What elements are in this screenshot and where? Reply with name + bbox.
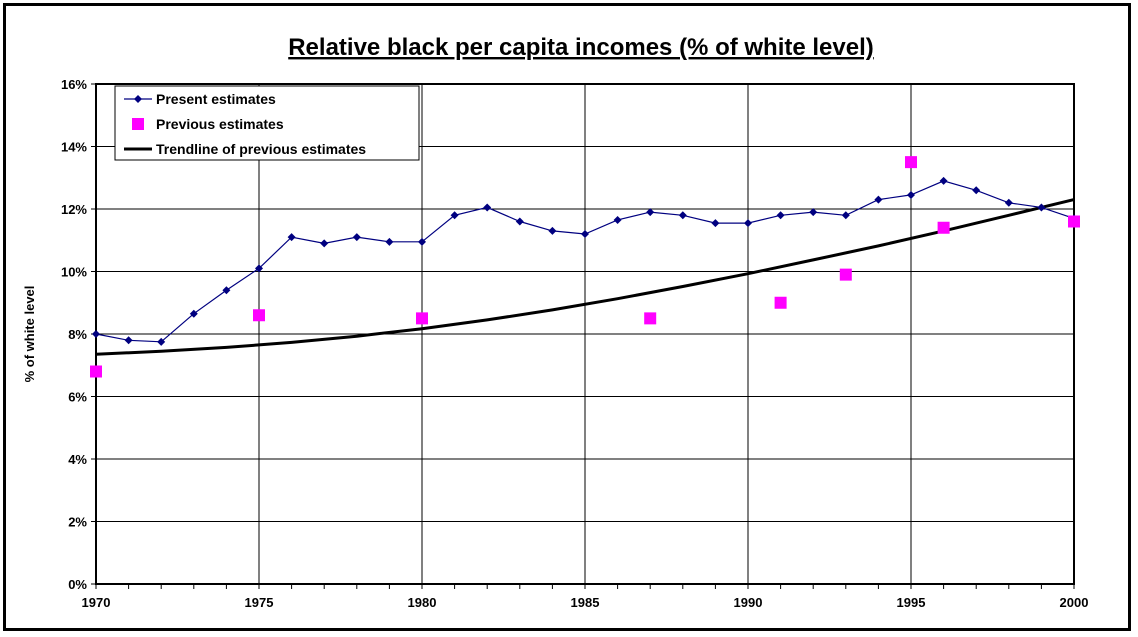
y-tick-label: 6% [68,390,87,405]
present-estimates-point [581,230,589,238]
present-estimates-point [515,217,524,226]
y-tick-label: 14% [61,140,87,155]
x-tick-label: 1995 [897,595,926,610]
present-estimates-point [483,203,492,212]
present-estimates-point [418,237,426,246]
legend-label-present: Present estimates [156,91,276,107]
x-tick-label: 1990 [734,595,763,610]
y-axis-ticks: 0% 2% 4% 6% 8% 10% 12% 14% 16% [61,77,96,592]
legend-label-trendline: Trendline of previous estimates [156,141,366,157]
present-estimates-point [157,337,166,346]
previous-estimates-point [644,312,657,325]
previous-estimates-point [937,221,950,234]
y-axis-label: % of white level [22,286,37,383]
present-estimates-point [711,219,720,228]
x-tick-label: 1970 [82,595,111,610]
present-estimates-point [450,211,459,220]
y-tick-label: 12% [61,202,87,217]
previous-estimates-point [839,268,852,281]
present-estimates-point [1037,203,1046,212]
present-estimates-point [613,215,622,224]
previous-estimates-point [90,365,102,378]
present-estimates-point [841,211,850,220]
legend: Present estimates Previous estimates Trend… [114,85,420,161]
present-estimates-point [776,211,785,220]
x-tick-label: 2000 [1060,595,1089,610]
chart-title: Relative black per capita incomes (% of … [288,34,874,61]
y-tick-label: 16% [61,77,87,92]
previous-estimates-point [905,156,917,169]
present-estimates-point [907,190,915,199]
x-tick-label: 1980 [408,595,437,610]
y-tick-label: 0% [68,577,87,592]
present-estimates-point [874,195,883,204]
legend-box [114,85,420,161]
present-estimates-point [255,264,263,273]
present-estimates-point [744,219,752,228]
present-estimates-point [124,336,133,345]
present-estimates-point [646,208,655,217]
previous-estimates-point [774,296,787,309]
previous-estimates-point [253,309,265,322]
present-estimates-point [320,239,329,248]
legend-previous-marker [132,118,144,130]
present-estimates-point [385,237,394,246]
present-estimates-point [189,309,198,318]
y-tick-label: 8% [68,327,87,342]
series-layer [90,156,1080,378]
y-tick-label: 4% [68,452,87,467]
legend-label-previous: Previous estimates [156,116,284,132]
y-tick-label: 2% [68,515,87,530]
x-tick-label: 1985 [571,595,600,610]
present-estimates-point [678,211,687,220]
previous-estimates-point [416,312,428,325]
present-estimates-point [92,330,100,338]
present-estimates-point [352,233,361,242]
grid-lines [96,84,1074,584]
present-estimates-point [222,286,231,295]
x-tick-label: 1975 [245,595,274,610]
legend-present-marker [134,95,142,103]
present-estimates-point [809,208,818,217]
present-estimates-point [1004,198,1013,207]
present-estimates-point [972,186,981,195]
present-estimates-point [548,226,557,235]
y-tick-label: 10% [61,265,87,280]
x-axis-ticks: 1970 1975 1980 1985 1990 1995 2000 [82,584,1089,610]
present-estimates-point [287,233,296,242]
trendline-previous-estimates [95,198,1075,356]
present-estimates-point [939,176,948,185]
previous-estimates-point [1068,215,1080,228]
